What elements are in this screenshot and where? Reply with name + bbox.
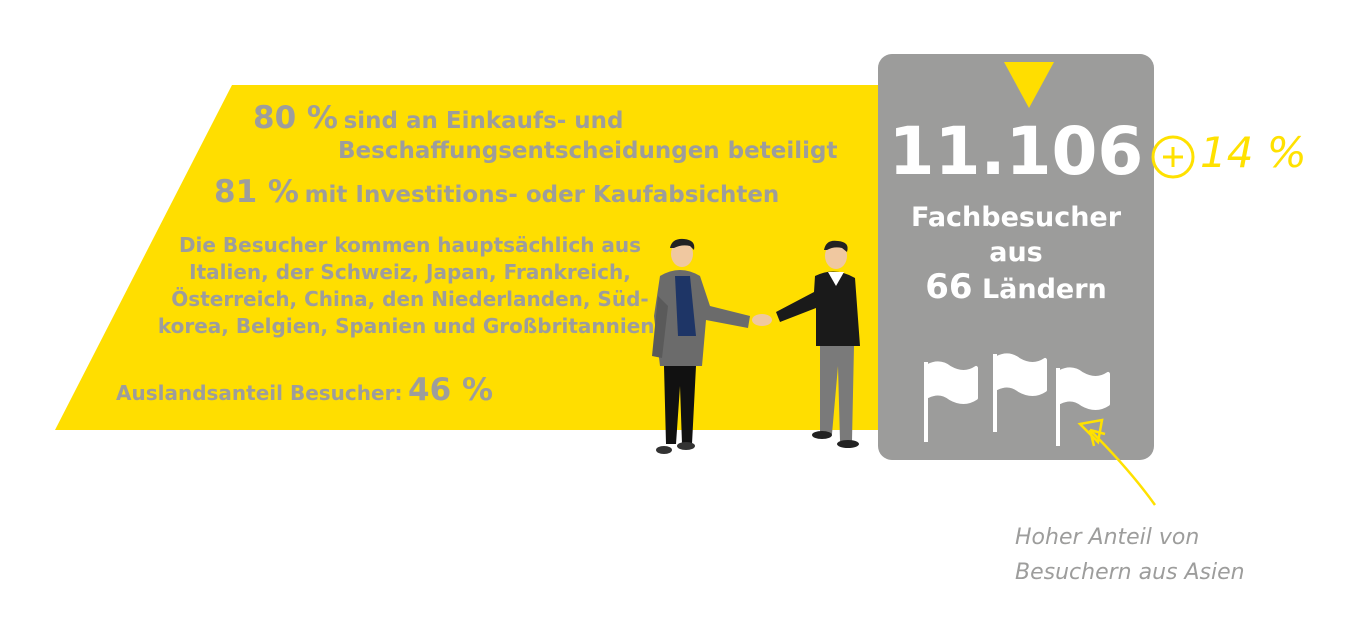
stat-81-text: mit Investitions- oder Kaufabsichten [304,182,780,208]
visitor-countries-line: korea, Belgien, Spanien und Großbritanni… [157,314,663,338]
visitor-total-label: Fachbesucher aus 66 Ländern [878,200,1154,307]
flag-icon [1056,367,1110,446]
flag-icon [924,361,978,442]
foreign-share-label: Auslandsanteil Besucher: [116,381,403,405]
foreign-share-value: 46 % [408,372,494,408]
handshake-illustration [652,238,860,454]
visitor-total-count: 11.106 [888,113,1144,190]
right-person [776,240,860,448]
left-person [652,238,750,454]
visitor-type: Fachbesucher [910,202,1122,233]
triangle-icon [1004,62,1054,108]
stat-80-line1: 80 % sind an Einkaufs- und [253,100,624,136]
countries-number: 66 [925,267,973,307]
flags-group [924,353,1110,446]
visitor-countries-count: 66 Ländern [878,270,1154,307]
flag-icon [993,353,1047,432]
visitor-countries: Die Besucher kommen hauptsächlich aus It… [150,232,670,340]
stat-80-text-line1: sind an Einkaufs- und [343,108,624,134]
visitor-countries-line: Italien, der Schweiz, Japan, Frankreich, [189,260,631,284]
stat-80-value: 80 % [253,100,338,136]
visitor-countries-line: Österreich, China, den Niederlanden, Süd… [171,287,649,311]
growth-percent: 14 % [1200,128,1307,177]
asia-note-line1: Hoher Anteil von [1015,525,1200,550]
plus-circle-icon [1151,135,1195,179]
asia-note-line2: Besuchern aus Asien [1015,560,1245,585]
foreign-share: Auslandsanteil Besucher: 46 % [116,372,493,408]
stat-81: 81 % mit Investitions- oder Kaufabsichte… [214,174,779,210]
asia-note: Hoher Anteil von Besuchern aus Asien [1015,520,1245,590]
stat-80-text-line2: Beschaffungsentscheidungen beteiligt [338,138,838,164]
countries-word: Ländern [981,274,1107,305]
handshake-hands [752,314,772,326]
arrow-icon [1077,418,1157,506]
stat-81-value: 81 % [214,174,299,210]
visitor-countries-line: Die Besucher kommen hauptsächlich aus [178,233,642,257]
visitor-from: aus [989,237,1043,268]
